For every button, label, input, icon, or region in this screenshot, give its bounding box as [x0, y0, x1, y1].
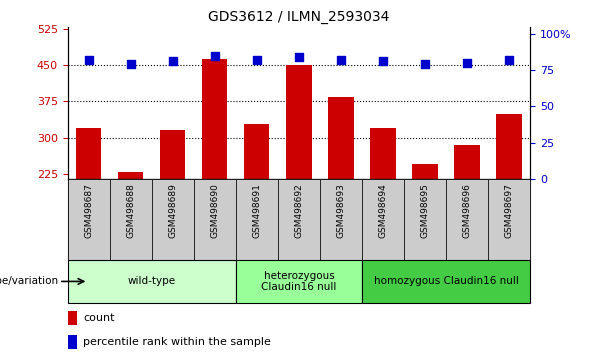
- Bar: [236, 260, 362, 303]
- Bar: [68, 335, 77, 349]
- Bar: [110, 179, 152, 260]
- Bar: [446, 179, 488, 260]
- Text: heterozygous
Claudin16 null: heterozygous Claudin16 null: [262, 270, 336, 292]
- Bar: [328, 97, 353, 282]
- Point: [294, 54, 304, 60]
- Bar: [320, 179, 362, 260]
- Point: [504, 57, 514, 63]
- Point: [252, 57, 262, 63]
- Bar: [68, 179, 110, 260]
- Text: GSM498687: GSM498687: [84, 183, 93, 238]
- Text: percentile rank within the sample: percentile rank within the sample: [83, 337, 271, 347]
- Bar: [455, 145, 479, 282]
- Bar: [194, 179, 236, 260]
- Point: [210, 53, 220, 58]
- Bar: [278, 179, 320, 260]
- Text: GSM498693: GSM498693: [336, 183, 346, 238]
- Text: GSM498689: GSM498689: [168, 183, 177, 238]
- Bar: [68, 311, 77, 325]
- Bar: [497, 114, 522, 282]
- Bar: [370, 128, 396, 282]
- Bar: [244, 124, 270, 282]
- Bar: [412, 164, 438, 282]
- Bar: [488, 179, 530, 260]
- Bar: [202, 59, 227, 282]
- Bar: [152, 179, 194, 260]
- Bar: [68, 260, 236, 303]
- Text: GSM498695: GSM498695: [421, 183, 429, 238]
- Text: count: count: [83, 313, 114, 323]
- Text: GSM498691: GSM498691: [252, 183, 262, 238]
- Bar: [286, 65, 312, 282]
- Point: [336, 57, 346, 63]
- Text: GSM498688: GSM498688: [126, 183, 135, 238]
- Point: [126, 61, 135, 67]
- Bar: [404, 179, 446, 260]
- Bar: [160, 130, 186, 282]
- Text: wild-type: wild-type: [128, 276, 176, 286]
- Text: GSM498694: GSM498694: [379, 183, 388, 238]
- Text: genotype/variation: genotype/variation: [0, 276, 59, 286]
- Bar: [118, 172, 143, 282]
- Title: GDS3612 / ILMN_2593034: GDS3612 / ILMN_2593034: [209, 10, 389, 24]
- Text: GSM498696: GSM498696: [462, 183, 472, 238]
- Point: [84, 57, 94, 63]
- Text: GSM498697: GSM498697: [505, 183, 514, 238]
- Bar: [362, 260, 530, 303]
- Point: [462, 60, 472, 65]
- Bar: [76, 128, 101, 282]
- Bar: [362, 179, 404, 260]
- Bar: [236, 179, 278, 260]
- Text: GSM498690: GSM498690: [210, 183, 219, 238]
- Point: [168, 58, 177, 64]
- Text: homozygous Claudin16 null: homozygous Claudin16 null: [373, 276, 518, 286]
- Point: [421, 61, 430, 67]
- Text: GSM498692: GSM498692: [294, 183, 303, 238]
- Point: [378, 58, 388, 64]
